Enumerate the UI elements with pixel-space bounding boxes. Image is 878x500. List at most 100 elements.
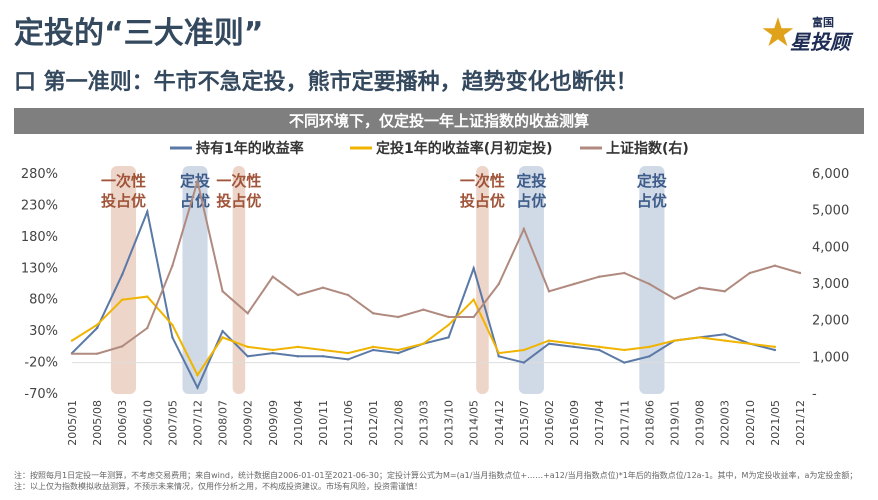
series-line-2 xyxy=(72,177,801,355)
zone-label-1-1: 占优 xyxy=(180,192,210,210)
series-0-point-4 xyxy=(171,336,174,339)
series-2-point-29 xyxy=(798,271,802,275)
series-2-point-19 xyxy=(547,290,551,293)
x-tick: 2012/08 xyxy=(392,400,405,446)
series-2-point-1 xyxy=(95,352,99,355)
series-2-point-25 xyxy=(698,286,701,289)
brand-logo: ★ 富国 星投顾 xyxy=(760,10,860,56)
legend-label-0: 持有1年的收益率 xyxy=(196,140,304,157)
y-right-tick: 3,000 xyxy=(812,277,849,292)
series-1-point-2 xyxy=(121,298,124,301)
star-icon: ★ xyxy=(760,10,796,56)
series-0-point-20 xyxy=(572,345,576,349)
series-2-point-8 xyxy=(271,275,275,278)
series-0-point-21 xyxy=(597,348,601,352)
zone-band-2 xyxy=(232,166,246,394)
series-1-point-12 xyxy=(372,345,375,349)
series-2-point-5 xyxy=(196,180,199,183)
zone-band-1 xyxy=(182,166,208,394)
y-left-tick: 230% xyxy=(21,198,58,213)
series-1-point-5 xyxy=(196,373,199,377)
x-tick: 2006/03 xyxy=(116,400,129,446)
zone-label-5-0: 定投 xyxy=(637,172,667,190)
x-tick: 2007/05 xyxy=(166,400,179,446)
series-2-point-7 xyxy=(246,312,249,315)
series-0-point-26 xyxy=(723,333,726,336)
series-0-point-15 xyxy=(447,336,450,339)
y-right-tick: 6,000 xyxy=(812,167,849,182)
series-2-point-9 xyxy=(296,293,300,297)
series-0-point-1 xyxy=(95,326,99,330)
series-0-point-11 xyxy=(346,358,350,361)
x-tick: 2017/11 xyxy=(618,400,631,446)
page-title: 定投的“三大准则” xyxy=(14,16,264,51)
x-tick: 2013/10 xyxy=(443,400,456,446)
series-lines xyxy=(70,177,802,391)
series-2-point-4 xyxy=(171,264,174,267)
zone-band-3 xyxy=(476,166,489,394)
series-1-point-21 xyxy=(597,345,601,349)
subtitle: 口 第一准则：牛市不急定投，熊市定要播种，趋势变化也断供！ xyxy=(14,70,638,95)
y-left-tick: 80% xyxy=(29,293,58,308)
series-line-0 xyxy=(71,208,776,391)
x-tick: 2019/01 xyxy=(668,400,681,446)
x-tick: 2016/02 xyxy=(543,400,556,446)
x-tick: 2017/04 xyxy=(593,400,606,446)
series-0-point-23 xyxy=(648,355,651,358)
series-0-point-19 xyxy=(547,342,551,345)
series-line-1 xyxy=(71,295,776,378)
series-1-point-16 xyxy=(472,298,475,301)
series-1-point-1 xyxy=(95,323,99,327)
y-left-tick: -70% xyxy=(24,387,58,402)
chart-banner: 不同环境下，仅定投一年上证指数的收益测算 xyxy=(14,108,864,134)
series-0-point-16 xyxy=(472,267,475,270)
series-0-point-18 xyxy=(522,361,526,364)
footnote: 注：按照每月1日定投一年测算，不考虑交易费用；来自wind，统计数据自2006-… xyxy=(14,471,858,491)
logo-main-text: 星投顾 xyxy=(790,30,850,54)
zone-label-0-1: 投占优 xyxy=(101,192,146,210)
zone-band-4 xyxy=(518,166,544,394)
y-left-tick: 180% xyxy=(21,230,58,245)
zone-label-2-0: 一次性 xyxy=(216,172,261,190)
y-left-tick: 280% xyxy=(21,167,58,182)
y-right-tick: 5,000 xyxy=(812,204,849,219)
series-1-point-18 xyxy=(522,348,526,352)
x-tick: 2011/06 xyxy=(342,400,355,446)
y-left-tick: 30% xyxy=(29,324,58,339)
series-0-point-7 xyxy=(246,355,249,358)
series-1-point-13 xyxy=(397,348,400,352)
x-tick: 2010/11 xyxy=(317,400,330,446)
y-right-tick: 1,000 xyxy=(812,350,849,365)
series-2-point-13 xyxy=(397,315,400,319)
series-2-point-28 xyxy=(773,264,777,267)
legend-label-1: 定投1年的收益率(月初定投) xyxy=(376,140,553,157)
series-0-point-8 xyxy=(271,351,275,355)
x-tick: 2008/07 xyxy=(217,400,230,446)
x-tick: 2005/08 xyxy=(91,400,104,446)
x-tick: 2013/03 xyxy=(417,400,430,446)
series-2-point-23 xyxy=(648,282,651,286)
x-tick: 2005/01 xyxy=(66,400,79,446)
zone-label-1-0: 定投 xyxy=(180,172,210,190)
series-2-point-11 xyxy=(346,293,350,297)
series-0-point-5 xyxy=(196,386,199,389)
series-1-point-4 xyxy=(171,323,174,327)
series-2-point-20 xyxy=(572,282,576,286)
series-2-point-24 xyxy=(673,297,676,300)
x-tick: 2014/12 xyxy=(493,400,506,446)
x-tick: 2018/06 xyxy=(643,400,656,446)
series-0-point-3 xyxy=(146,210,149,213)
series-1-point-17 xyxy=(497,351,500,355)
legend-label-2: 上证指数(右) xyxy=(606,140,689,157)
series-2-point-27 xyxy=(748,271,751,275)
series-2-point-16 xyxy=(472,315,475,319)
zone-label-4-1: 占优 xyxy=(516,192,546,210)
axis-ticks: 280% 230% 180% 130% 80% 30% -20% -70% 6,000 5,000… xyxy=(21,167,849,446)
series-2-point-2 xyxy=(121,345,124,348)
series-2-point-3 xyxy=(146,326,149,330)
x-tick: 2010/04 xyxy=(292,400,305,446)
series-2-point-18 xyxy=(522,227,526,231)
zone-label-0-0: 一次性 xyxy=(101,172,146,190)
x-tick: 2020/10 xyxy=(744,400,757,446)
